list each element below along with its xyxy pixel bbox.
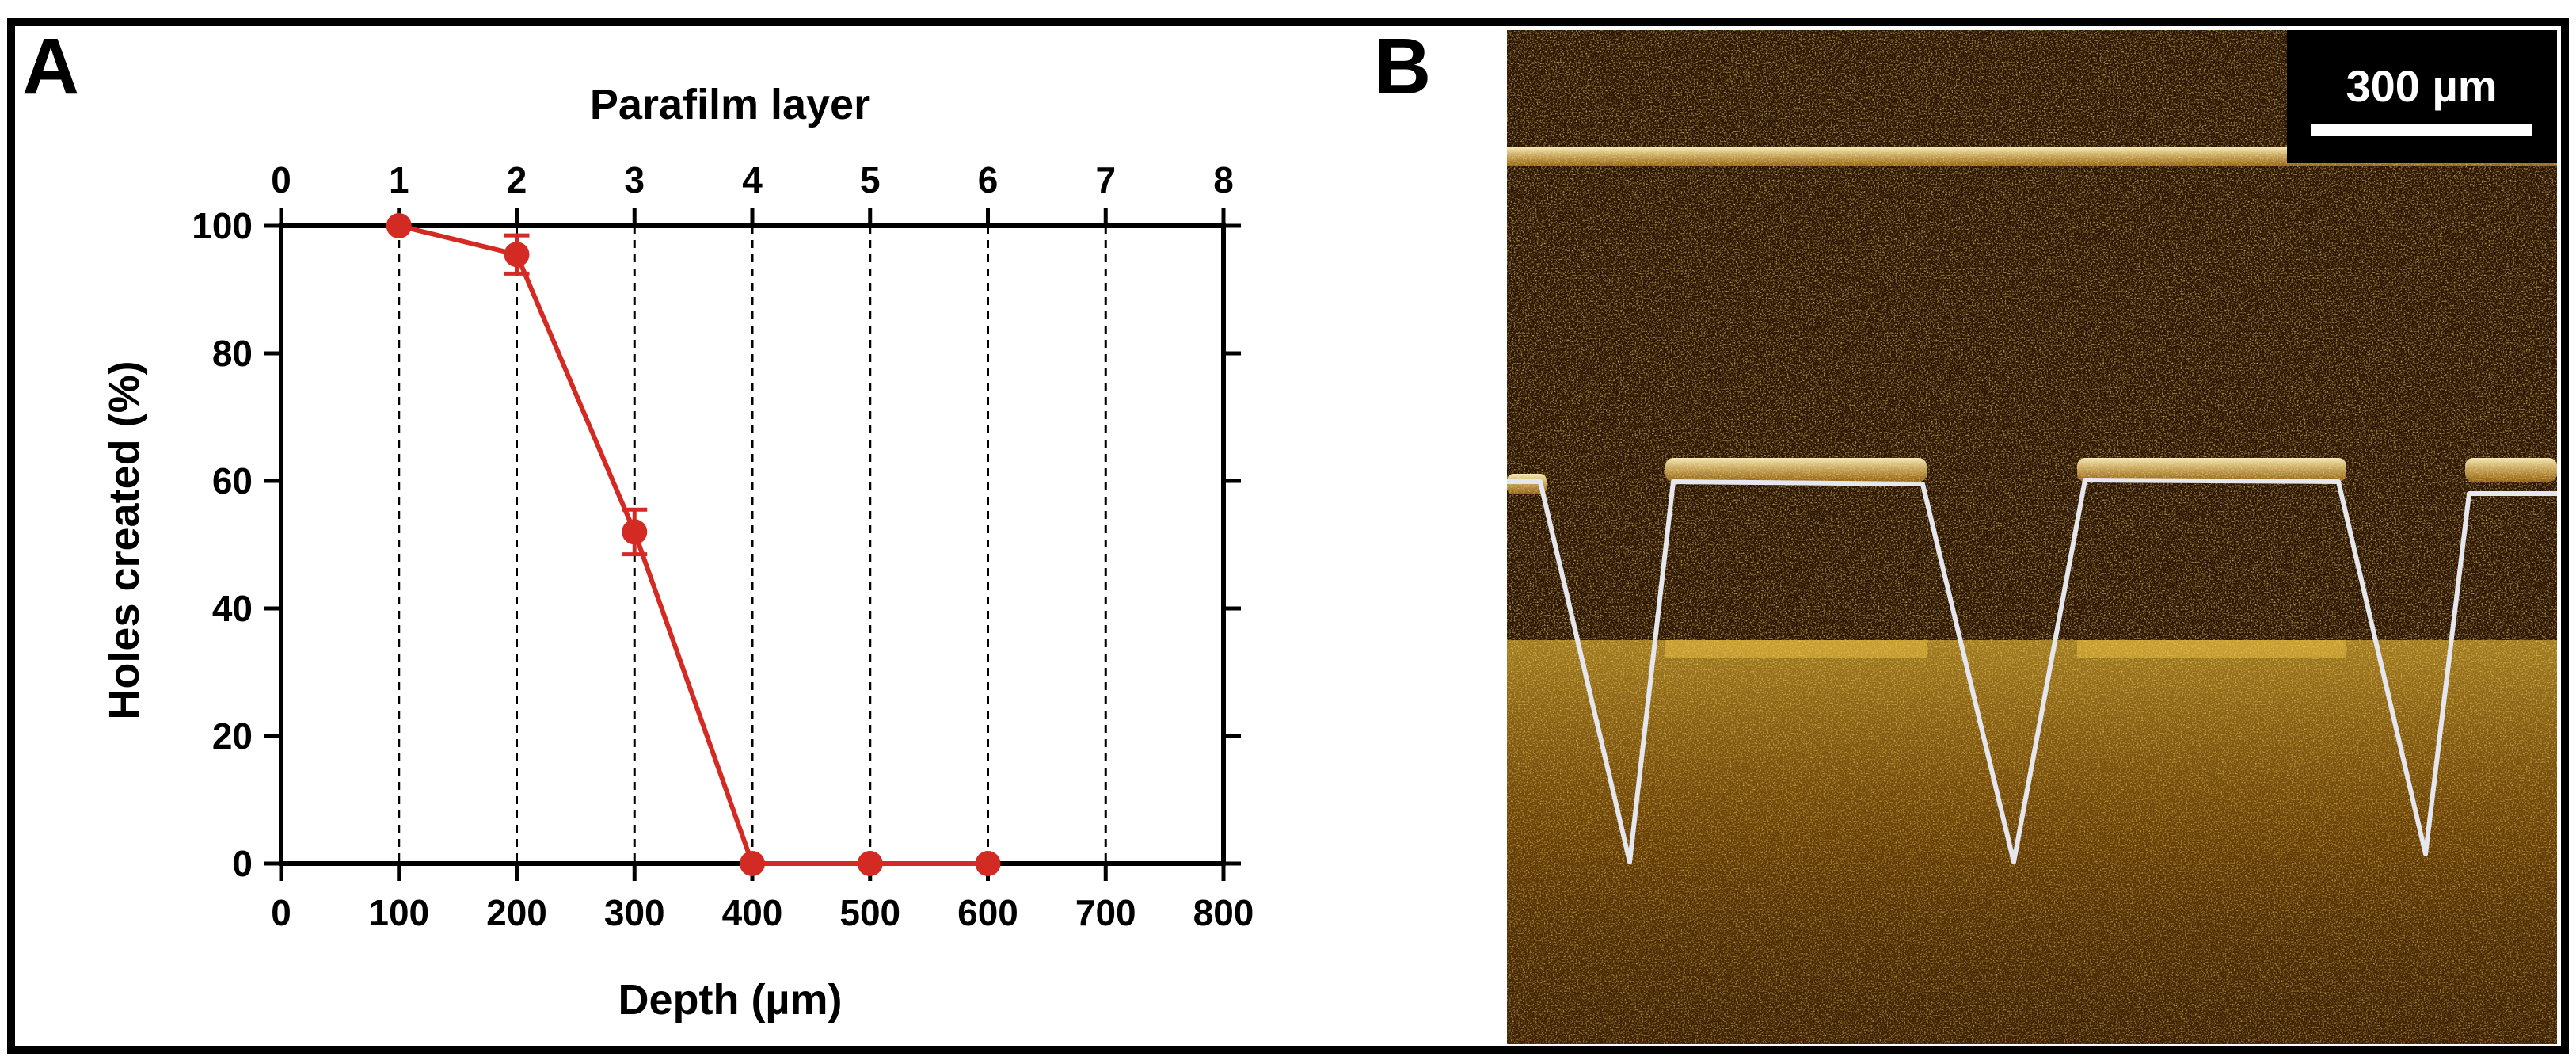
data-point bbox=[504, 242, 530, 268]
oct-plateau-band bbox=[1665, 458, 1927, 482]
x-tick-label: 100 bbox=[368, 892, 429, 933]
y-tick-label: 60 bbox=[212, 460, 253, 501]
x-tick-label: 500 bbox=[839, 892, 900, 933]
oct-hole-profile-overlay bbox=[1507, 478, 2557, 864]
oct-secondary-band bbox=[1665, 640, 1927, 658]
x-axis-label: Depth (µm) bbox=[618, 976, 842, 1024]
y-tick-label: 100 bbox=[192, 205, 253, 246]
y-tick-label: 40 bbox=[212, 588, 253, 629]
x-tick-label: 800 bbox=[1193, 892, 1254, 933]
panel-a-chart: A 0 100 200 300 400 500 600 700 800 0 1 2 3 4 5 6 7 8 0 2… bbox=[22, 22, 1254, 1024]
data-point bbox=[386, 213, 412, 238]
x2-tick-label: 1 bbox=[389, 159, 409, 200]
x2-axis-ticks: 0 1 2 3 4 5 6 7 8 bbox=[271, 159, 1234, 226]
x2-tick-label: 3 bbox=[624, 159, 645, 200]
x2-tick-label: 5 bbox=[860, 159, 881, 200]
y-axis-label: Holes created (%) bbox=[101, 360, 148, 719]
data-point bbox=[740, 851, 765, 876]
panel-b-letter: B bbox=[1374, 22, 1431, 111]
x2-tick-label: 4 bbox=[742, 159, 763, 200]
oct-secondary-band bbox=[2077, 640, 2346, 658]
panel-a-letter: A bbox=[22, 22, 79, 111]
x-tick-label: 300 bbox=[604, 892, 665, 933]
x-tick-label: 700 bbox=[1075, 892, 1136, 933]
data-point bbox=[857, 851, 883, 876]
x-tick-label: 600 bbox=[957, 892, 1018, 933]
y-axis-ticks: 0 20 40 60 80 100 bbox=[192, 205, 1241, 884]
x-tick-label: 400 bbox=[722, 892, 783, 933]
x2-tick-label: 7 bbox=[1095, 159, 1116, 200]
x2-tick-label: 6 bbox=[978, 159, 999, 200]
y-tick-label: 20 bbox=[212, 715, 253, 757]
data-point bbox=[975, 851, 1001, 876]
scale-bar bbox=[2311, 124, 2532, 136]
x2-axis-label: Parafilm layer bbox=[590, 81, 870, 128]
oct-plateau-band bbox=[2465, 458, 2557, 482]
data-point bbox=[622, 519, 648, 545]
x-tick-label: 0 bbox=[271, 892, 291, 933]
x2-tick-label: 2 bbox=[507, 159, 527, 200]
oct-lower-tissue bbox=[1507, 640, 2557, 1044]
x2-tick-label: 0 bbox=[271, 159, 291, 200]
scale-bar-label: 300 µm bbox=[2346, 61, 2497, 111]
y-tick-label: 0 bbox=[232, 843, 253, 884]
oct-plateau-band bbox=[2077, 458, 2346, 482]
panel-b-oct-image: B 300 µm bbox=[1374, 22, 2557, 1044]
x-tick-label: 200 bbox=[486, 892, 547, 933]
x2-tick-label: 8 bbox=[1213, 159, 1234, 200]
series-layer bbox=[386, 213, 1001, 876]
y-tick-label: 80 bbox=[212, 333, 253, 374]
scale-bar-box bbox=[2287, 30, 2557, 163]
series-line bbox=[398, 223, 988, 866]
